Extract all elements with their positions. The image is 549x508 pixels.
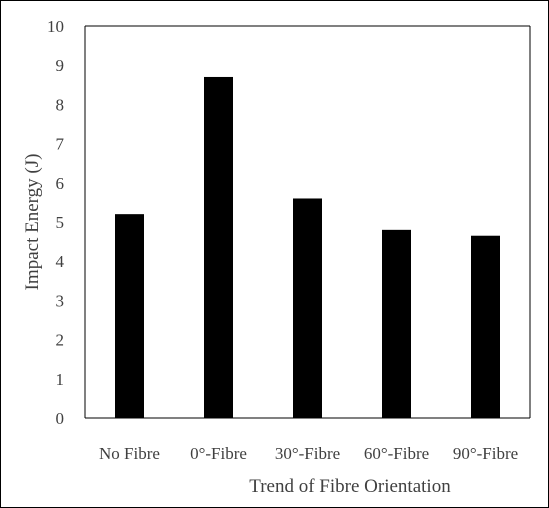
y-tick-label: 0 <box>56 409 65 428</box>
y-tick-label: 10 <box>47 17 64 36</box>
x-category-label: 0°-Fibre <box>190 444 247 463</box>
bar <box>471 235 500 418</box>
bar <box>115 214 144 418</box>
y-tick-label: 6 <box>56 174 65 193</box>
x-axis-title: Trend of Fibre Orientation <box>249 476 451 497</box>
x-category-label: 60°-Fibre <box>364 444 429 463</box>
bar <box>382 229 411 418</box>
y-tick-label: 7 <box>56 135 65 154</box>
bar <box>204 76 233 419</box>
x-category-label: No Fibre <box>99 444 160 463</box>
x-category-label: 30°-Fibre <box>275 444 340 463</box>
y-tick-label: 3 <box>56 291 65 310</box>
y-axis-title: Impact Energy (J) <box>22 154 43 291</box>
y-tick-label: 2 <box>56 331 65 350</box>
x-axis-labels: No Fibre 0°-Fibre 30°-Fibre 60°-Fibre 90°-Fi… <box>99 444 518 463</box>
y-tick-label: 8 <box>56 95 65 114</box>
bars <box>115 76 500 419</box>
y-axis-ticks: 0 1 2 3 4 5 6 7 8 9 10 <box>47 17 65 428</box>
y-tick-label: 1 <box>56 370 65 389</box>
y-tick-label: 5 <box>56 213 65 232</box>
y-tick-label: 9 <box>56 56 65 75</box>
bar <box>293 198 322 418</box>
y-tick-label: 4 <box>56 252 65 271</box>
x-category-label: 90°-Fibre <box>453 444 518 463</box>
